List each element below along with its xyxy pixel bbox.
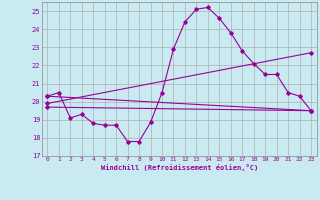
X-axis label: Windchill (Refroidissement éolien,°C): Windchill (Refroidissement éolien,°C) [100, 164, 258, 171]
